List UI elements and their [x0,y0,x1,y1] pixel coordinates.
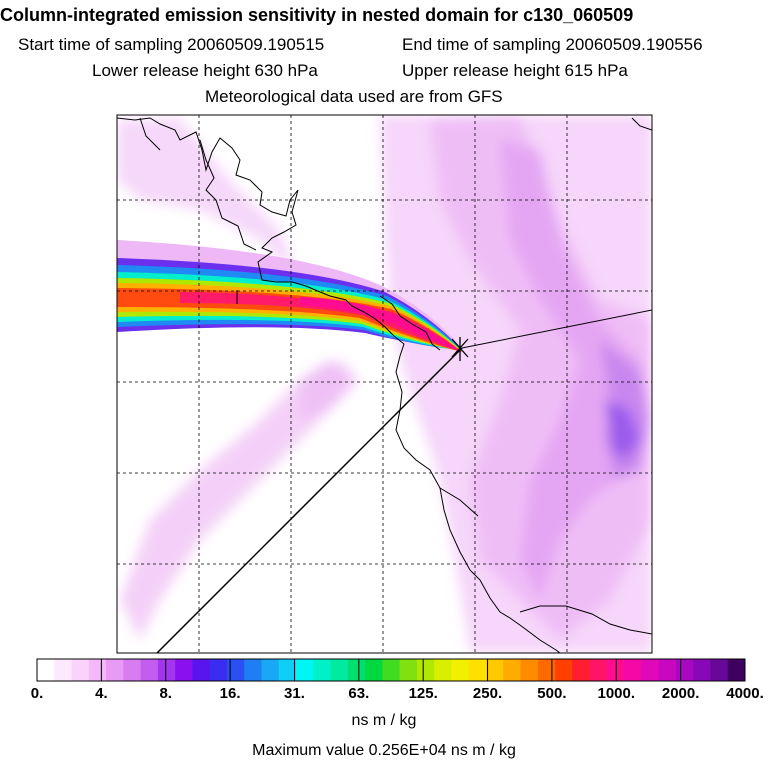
colorbar-tick-label: 2000. [661,685,700,702]
colorbar [36,658,746,682]
colorbar-swatch [624,659,642,681]
graticule [117,115,652,653]
colorbar-swatch [434,659,452,681]
colorbar-tick-label: 500. [537,685,567,702]
colorbar-swatch [589,659,608,681]
colorbar-swatch [313,659,332,681]
colorbar-swatch [226,659,245,681]
colorbar-swatch [175,659,193,681]
colorbar-swatch [261,659,280,681]
colorbar-swatch [54,659,73,681]
sensitivity-field-low [117,115,652,653]
colorbar-swatch [468,659,487,681]
start-time-label: Start time of sampling 20060509.190515 [18,35,325,54]
flight-track [156,290,652,653]
colorbar-tick-label: 4. [95,685,108,702]
colorbar-swatch [365,659,383,681]
colorbar-tick-label: 31. [284,685,305,702]
map-panel [117,115,652,653]
colorbar-swatch [209,659,228,681]
met-data-label: Meteorological data used are from GFS [205,87,503,106]
colorbar-swatch [658,659,677,681]
colorbar-swatch [296,659,314,681]
colorbar-swatch [727,659,746,681]
maximum-value-label: Maximum value 0.256E+04 ns m / kg [252,742,516,759]
colorbar-swatch [606,659,625,681]
colorbar-swatch [537,659,556,681]
colorbar-swatch [572,659,591,681]
colorbar-unit: ns m / kg [351,712,417,729]
colorbar-swatch [710,659,729,681]
colorbar-swatch [503,659,522,681]
lower-release-label: Lower release height 630 hPa [92,61,318,80]
colorbar-tick-label: 8. [159,685,172,702]
plot-title: Column-integrated emission sensitivity i… [0,5,634,25]
colorbar-tick-label: 16. [219,685,241,702]
upper-release-label: Upper release height 615 hPa [402,61,628,80]
colorbar-swatch [157,659,176,681]
map-frame [116,114,653,654]
colorbar-swatch [244,659,262,681]
colorbar-swatch [347,659,366,681]
emission-plume [117,240,462,352]
colorbar-swatch [641,659,660,681]
colorbar-swatch [675,659,694,681]
colorbar-swatch [37,659,55,681]
colorbar-swatch [382,659,401,681]
colorbar-tick-label: 250. [472,685,503,702]
colorbar-swatch [123,659,142,681]
colorbar-frame [36,658,746,682]
release-point-marker [451,337,469,361]
colorbar-tick-label: 1000. [597,685,636,702]
colorbar-tick-label: 63. [348,685,370,702]
colorbar-tick-label: 125. [408,685,438,702]
colorbar-swatch [693,659,711,681]
colorbar-swatch [555,659,573,681]
colorbar-swatch [192,659,211,681]
colorbar-swatch [416,659,435,681]
colorbar-swatch [451,659,470,681]
colorbar-swatch [140,659,159,681]
colorbar-swatch [278,659,297,681]
colorbar-swatch [399,659,418,681]
colorbar-swatch [520,659,539,681]
colorbar-swatch [71,659,90,681]
colorbar-swatch [330,659,349,681]
colorbar-tick-label: 0. [30,685,44,702]
end-time-label: End time of sampling 20060509.190556 [402,35,703,54]
colorbar-swatch [106,659,124,681]
colorbar-tick-label: 4000. [726,685,764,702]
colorbar-swatch [88,659,107,681]
colorbar-swatch [485,659,504,681]
